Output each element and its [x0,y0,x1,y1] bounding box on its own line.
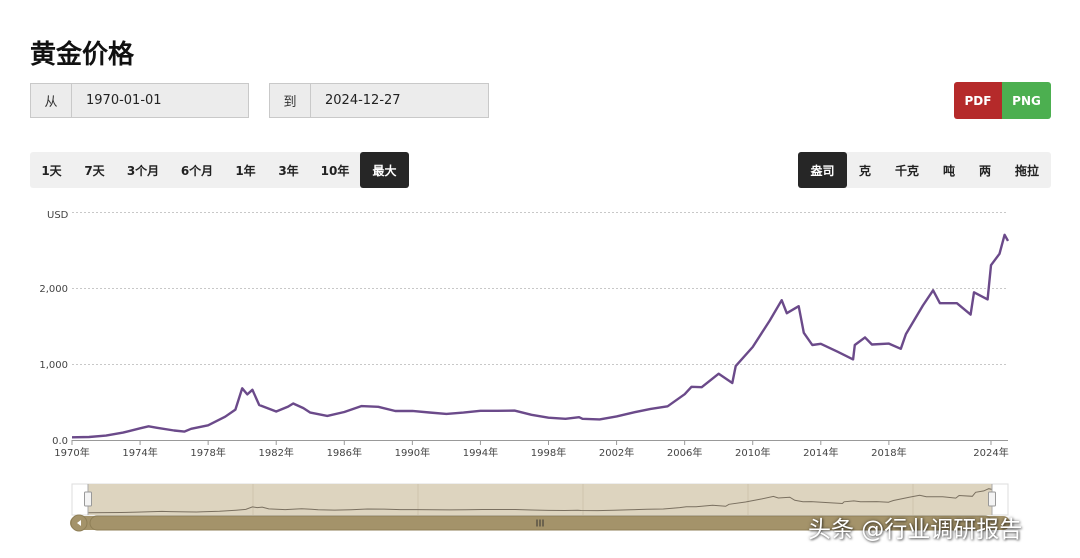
x-tick-label: 2024年 [973,446,1008,459]
range-button-3[interactable]: 6个月 [180,163,214,178]
navigator-scrollbar-thumb[interactable] [89,515,993,531]
x-tick-label: 1974年 [122,446,157,459]
x-tick-label: 1978年 [190,446,225,459]
to-label: 到 [270,84,311,117]
chart-navigator[interactable] [0,478,1080,538]
price-series-line [71,233,1010,439]
watermark: 头条 @行业调研报告 [808,517,1023,543]
range-button-0[interactable]: 1天 [41,163,62,178]
y-tick-label: 0.0 [52,436,68,447]
to-date-field[interactable]: 到 2024-12-27 [269,83,489,118]
arrow-left-icon [77,520,81,526]
range-button-6[interactable]: 10年 [320,163,350,178]
unit-button-2[interactable]: 千克 [894,163,919,178]
to-date-input[interactable]: 2024-12-27 [325,93,401,108]
navigator-series-line [87,488,993,514]
unit-button-1[interactable]: 克 [858,163,871,178]
x-tick-label: 1970年 [54,446,89,459]
x-tick-label: 1990年 [395,446,430,459]
x-tick-label: 2010年 [735,446,770,459]
unit-button-4[interactable]: 两 [978,163,991,178]
unit-button-0[interactable]: 盎司 [798,152,847,188]
range-button-5[interactable]: 3年 [278,163,299,178]
unit-button-3[interactable]: 吨 [942,163,955,178]
pdf-export-button[interactable]: PDF [954,82,1002,119]
navigator-handle-left[interactable] [84,491,92,507]
x-tick-label: 2006年 [667,446,702,459]
unit-selector: 盎司克 千克 吨 两 拖拉 [798,152,1051,188]
png-export-button[interactable]: PNG [1002,82,1051,119]
y-axis-unit-label: USD [47,210,69,221]
x-tick-label: 1994年 [463,446,498,459]
navigator-handle-right[interactable] [988,491,996,507]
range-button-7[interactable]: 最大 [360,152,409,188]
from-date-field[interactable]: 从 1970-01-01 [30,83,249,118]
y-tick-label: 2,000 [39,284,68,295]
range-button-4[interactable]: 1年 [235,163,256,178]
x-tick-label: 2002年 [599,446,634,459]
range-button-2[interactable]: 3个月 [126,163,160,178]
y-tick-label: 1,000 [39,360,68,371]
x-tick-label: 2014年 [803,446,838,459]
time-range-selector: 1天 7天 3个月 6个月 1年 3年 10年 最大 [30,152,409,188]
x-tick-label: 1998年 [531,446,566,459]
x-tick-label: 2018年 [871,446,906,459]
x-tick-label: 1982年 [258,446,293,459]
range-button-1[interactable]: 7天 [84,163,105,178]
page-title: 黄金价格 [30,40,135,70]
gold-price-chart: USD 0.0 1,000 2,000 1970年 1974年 1978年 1982年 1986… [39,210,1010,459]
from-label: 从 [31,84,72,117]
x-tick-label: 1986年 [327,446,362,459]
unit-button-5[interactable]: 拖拉 [1014,163,1039,178]
from-date-input[interactable]: 1970-01-01 [86,93,162,108]
